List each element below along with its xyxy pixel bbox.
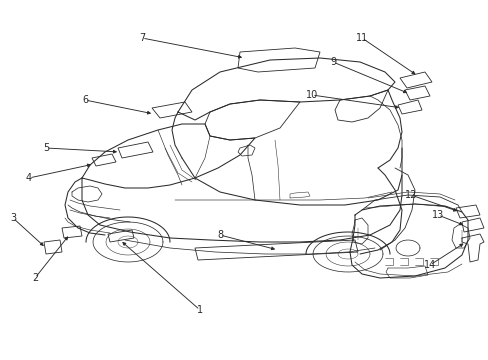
Text: 3: 3: [10, 213, 16, 223]
Text: 2: 2: [32, 273, 38, 283]
Polygon shape: [108, 230, 134, 242]
Text: 1: 1: [197, 305, 203, 315]
Polygon shape: [62, 226, 82, 238]
Text: 13: 13: [431, 210, 443, 220]
Polygon shape: [152, 102, 192, 118]
Text: 9: 9: [329, 57, 335, 67]
Polygon shape: [455, 205, 479, 218]
Polygon shape: [238, 48, 319, 72]
Text: 14: 14: [423, 260, 435, 270]
Polygon shape: [461, 218, 483, 232]
Text: 8: 8: [217, 230, 223, 240]
Polygon shape: [44, 240, 62, 254]
Text: 12: 12: [404, 190, 416, 200]
Polygon shape: [399, 72, 431, 88]
Polygon shape: [92, 154, 116, 166]
Polygon shape: [397, 100, 421, 114]
Text: 7: 7: [139, 33, 145, 43]
Polygon shape: [195, 240, 357, 260]
Text: 11: 11: [355, 33, 367, 43]
Text: 5: 5: [43, 143, 49, 153]
Text: 4: 4: [26, 173, 32, 183]
Polygon shape: [238, 145, 254, 156]
Text: 10: 10: [305, 90, 318, 100]
Polygon shape: [118, 142, 153, 158]
Polygon shape: [404, 86, 429, 100]
Text: 6: 6: [82, 95, 88, 105]
